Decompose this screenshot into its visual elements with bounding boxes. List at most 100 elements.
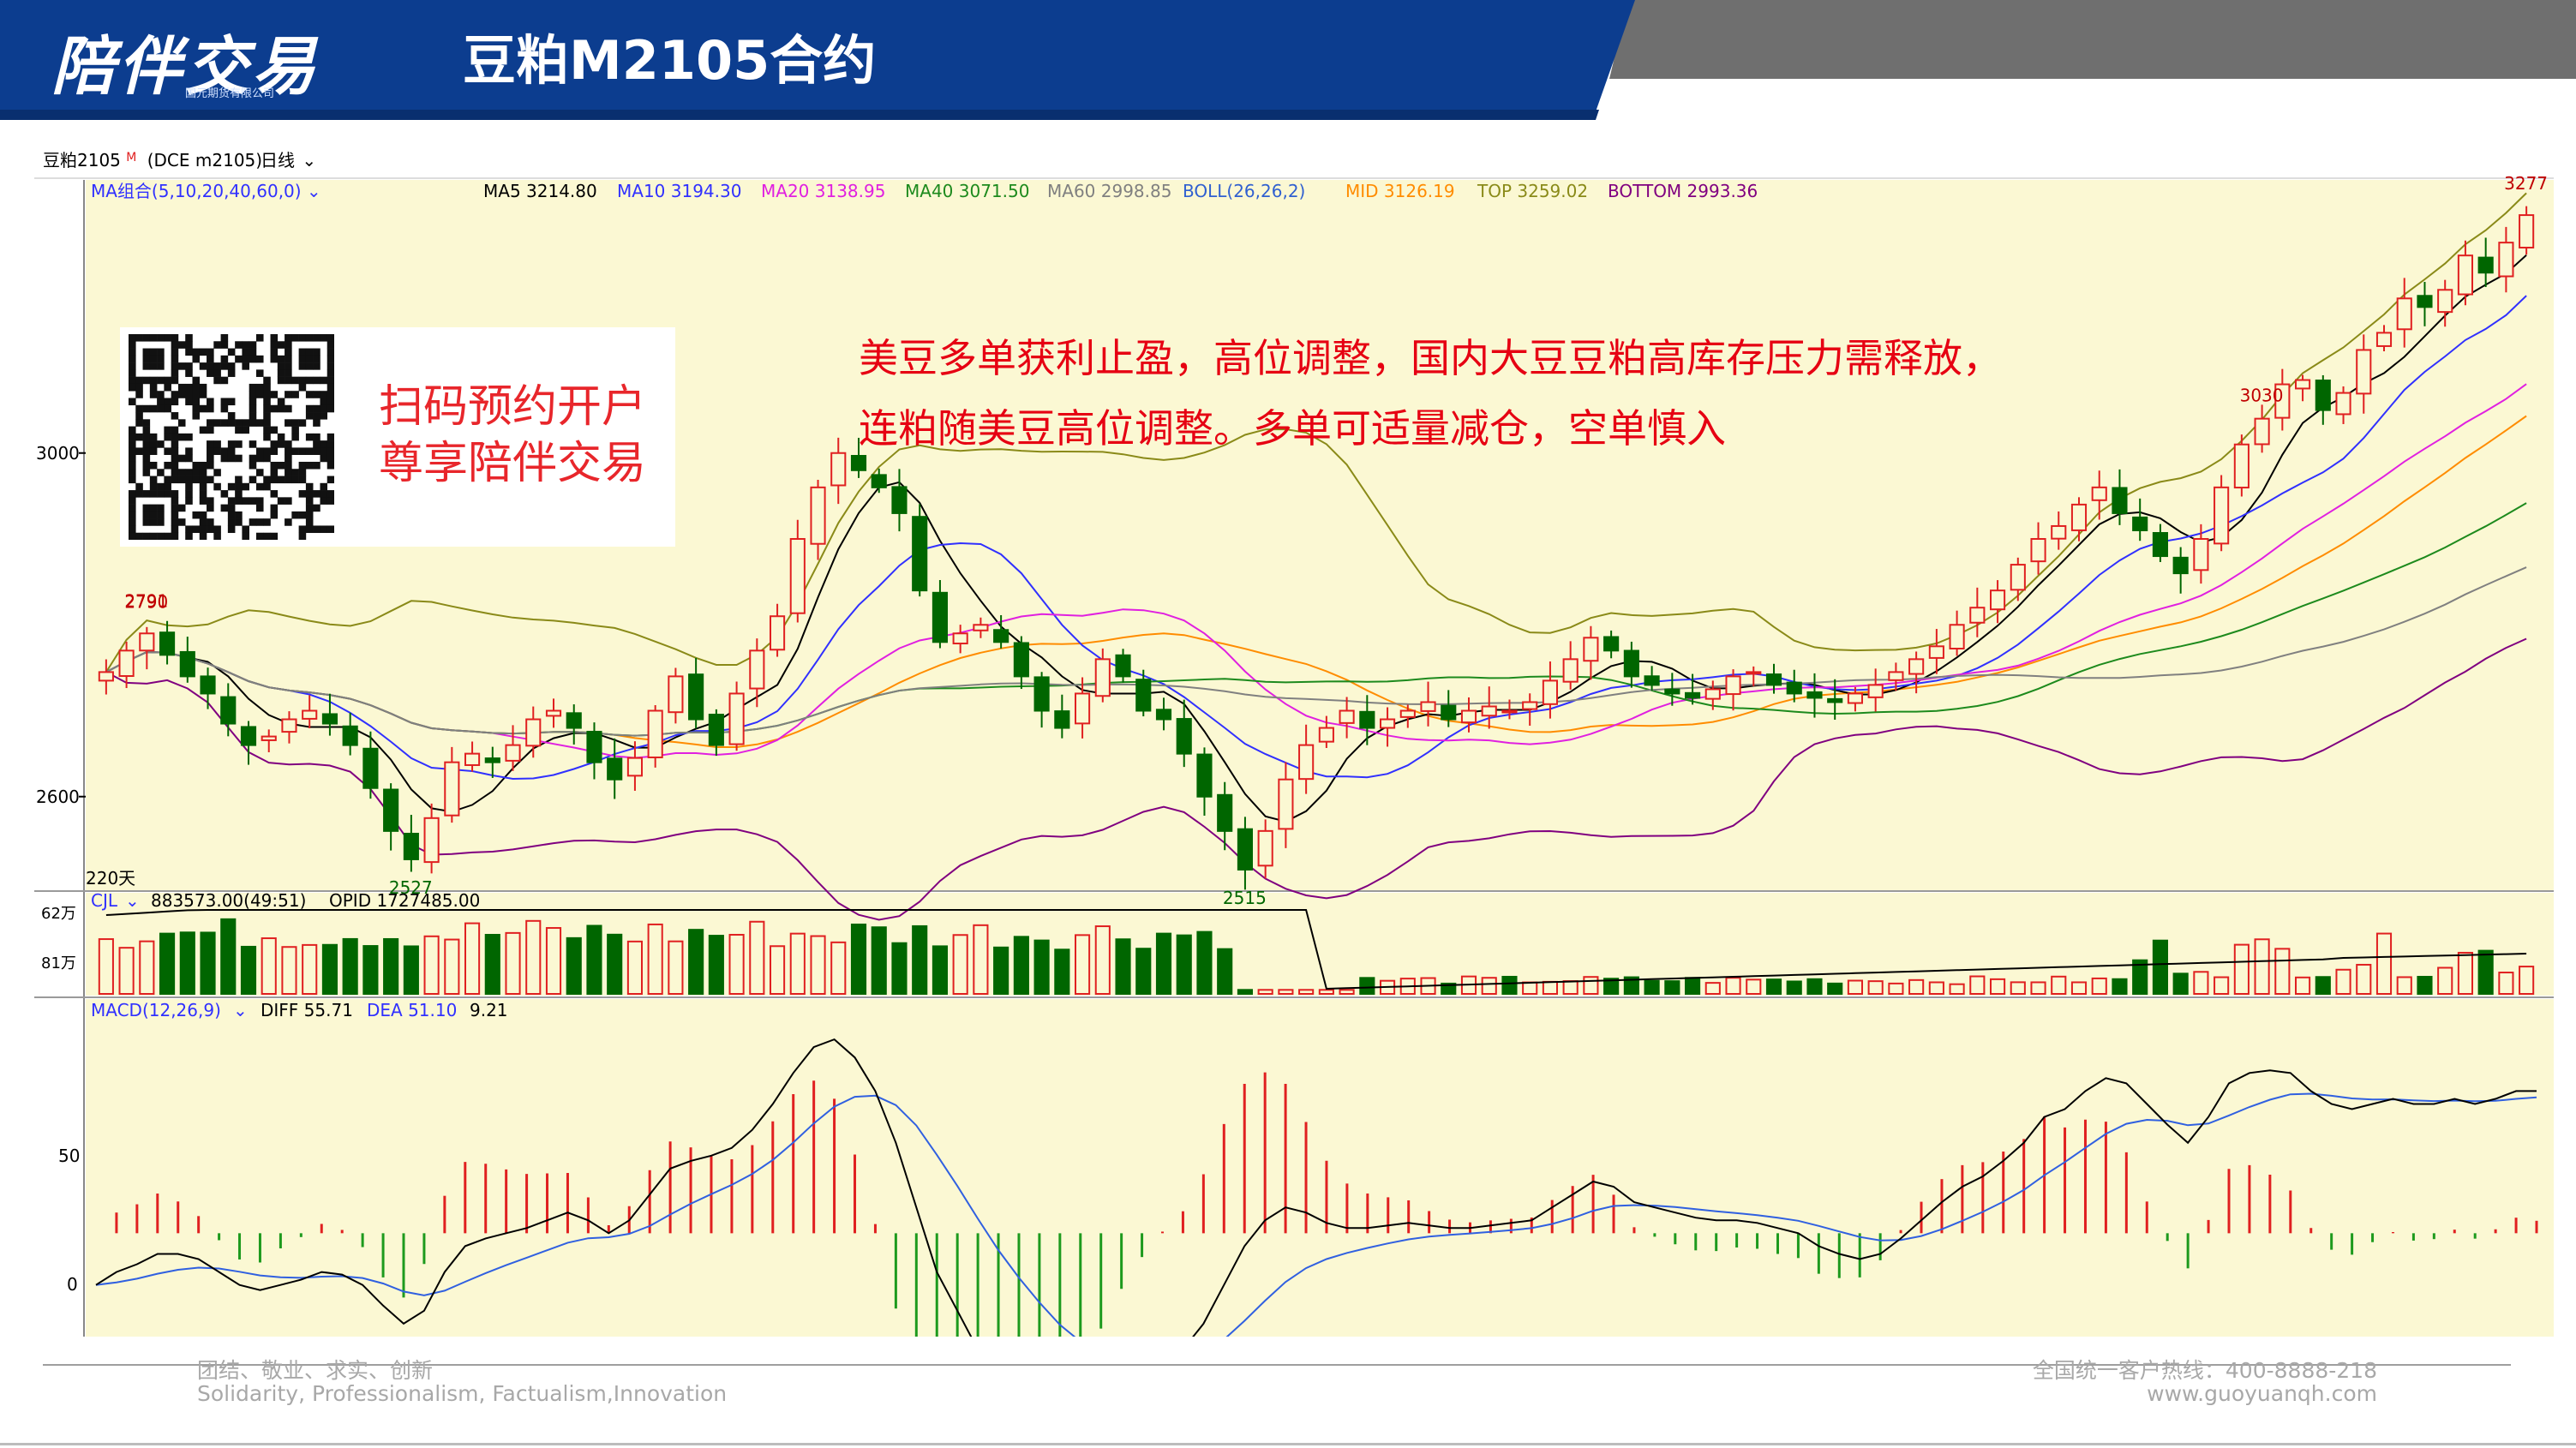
ma-legend-item: BOTTOM 2993.36: [1608, 181, 1758, 201]
qr-module: [326, 391, 334, 398]
candle-body: [607, 757, 623, 781]
candle-body: [1562, 658, 1579, 683]
open-interest-line: [105, 909, 2527, 990]
volume-bar: [912, 924, 928, 996]
volume-bar: [2274, 948, 2291, 995]
volume-bar: [2112, 978, 2128, 996]
ma-legend-item: BOLL(26,26,2): [1183, 181, 1305, 201]
chevron-down-icon[interactable]: ⌄: [302, 150, 316, 171]
volume-bar: [2396, 976, 2412, 996]
qr-module: [255, 482, 264, 491]
qr-module: [235, 511, 243, 519]
qr-code-icon[interactable]: [129, 334, 334, 540]
footer-divider: [43, 1364, 2511, 1366]
qr-module: [263, 447, 271, 455]
qr-module: [235, 518, 243, 526]
qr-module: [142, 426, 151, 434]
volume-legend: CJL ⌄ 883573.00(49:51) OPID 1727485.00: [91, 890, 480, 911]
period-dropdown[interactable]: 日线 ⌄: [261, 150, 316, 171]
volume-bar: [607, 933, 623, 996]
period-label[interactable]: 日线: [261, 150, 295, 171]
volume-bar: [850, 923, 867, 996]
qr-module: [192, 469, 201, 476]
qr-module: [285, 355, 292, 363]
qr-module: [157, 355, 165, 363]
volume-bar: [2172, 972, 2189, 996]
qr-module: [227, 482, 236, 491]
qr-module: [270, 334, 279, 342]
price-axis-label: 3000: [36, 443, 80, 464]
chevron-down-icon[interactable]: ⌄: [125, 890, 140, 911]
qr-module: [213, 362, 221, 370]
qr-module: [320, 490, 328, 498]
ma-group-dropdown[interactable]: MA组合(5,10,20,40,60,0) ⌄: [91, 181, 321, 201]
symbol-mark: M: [126, 151, 136, 165]
chevron-down-icon[interactable]: ⌄: [233, 1000, 248, 1020]
volume-bar: [789, 932, 806, 995]
volume-bar: [179, 931, 195, 995]
qr-module: [129, 440, 136, 448]
qr-module: [199, 532, 207, 540]
qr-module: [149, 440, 158, 448]
qr-module: [142, 440, 151, 448]
volume-bar: [2315, 976, 2331, 995]
volume-bar: [830, 941, 847, 995]
qr-module: [326, 398, 334, 406]
volume-bar: [1989, 978, 2006, 995]
qr-module: [298, 362, 307, 370]
price-annotations: 2790 2527 3030 2515 2791 3277: [124, 173, 2548, 908]
candle-body: [1399, 709, 1416, 718]
candle-body: [1827, 697, 1843, 703]
volume-bar: [1481, 977, 1497, 996]
qr-module: [326, 369, 334, 377]
macd-legend: MACD(12,26,9) ⌄ DIFF 55.71 DEA 51.10 9.2…: [91, 1000, 508, 1020]
qr-module: [326, 362, 334, 370]
qr-module: [157, 469, 165, 476]
volume-bar: [1522, 981, 1538, 996]
volume-bar: [728, 933, 745, 996]
qr-module: [129, 461, 136, 470]
qr-module: [149, 355, 158, 363]
qr-module: [320, 334, 328, 342]
qr-module: [249, 348, 257, 356]
qr-module: [192, 348, 201, 356]
qr-module: [149, 334, 158, 342]
volume-bar: [545, 927, 562, 996]
volume-legend-name[interactable]: CJL: [91, 890, 118, 911]
qr-module: [285, 334, 292, 342]
candle-body: [1460, 709, 1477, 724]
qr-module: [199, 511, 207, 519]
qr-module: [227, 511, 236, 519]
qr-module: [326, 355, 334, 363]
volume-bar: [2457, 951, 2474, 995]
qr-module: [177, 362, 186, 370]
qr-module: [298, 348, 307, 356]
qr-module: [263, 482, 271, 491]
qr-module: [129, 532, 136, 540]
candle-body: [1196, 753, 1213, 798]
qr-module: [142, 376, 151, 385]
qr-module: [249, 461, 257, 470]
candle-body: [668, 675, 684, 714]
qr-module: [326, 341, 334, 349]
candle-body: [973, 624, 989, 631]
qr-module: [164, 383, 171, 392]
qr-module: [171, 362, 179, 370]
qr-module: [298, 447, 307, 455]
qr-module: [313, 355, 321, 363]
volume-bar: [1704, 982, 1721, 996]
qr-module: [298, 461, 307, 470]
qr-module: [192, 383, 201, 392]
qr-module: [235, 482, 243, 491]
qr-module: [326, 454, 334, 463]
candle-body: [1806, 691, 1823, 699]
macd-legend-name[interactable]: MACD(12,26,9): [91, 1000, 221, 1020]
qr-module: [129, 511, 136, 519]
volume-bar: [2030, 981, 2046, 996]
qr-module: [320, 525, 328, 534]
candle-body: [626, 757, 644, 777]
price-annotation: 2790: [124, 591, 168, 612]
qr-module: [277, 369, 285, 377]
candle-body: [444, 761, 460, 817]
qr-module: [207, 518, 214, 526]
